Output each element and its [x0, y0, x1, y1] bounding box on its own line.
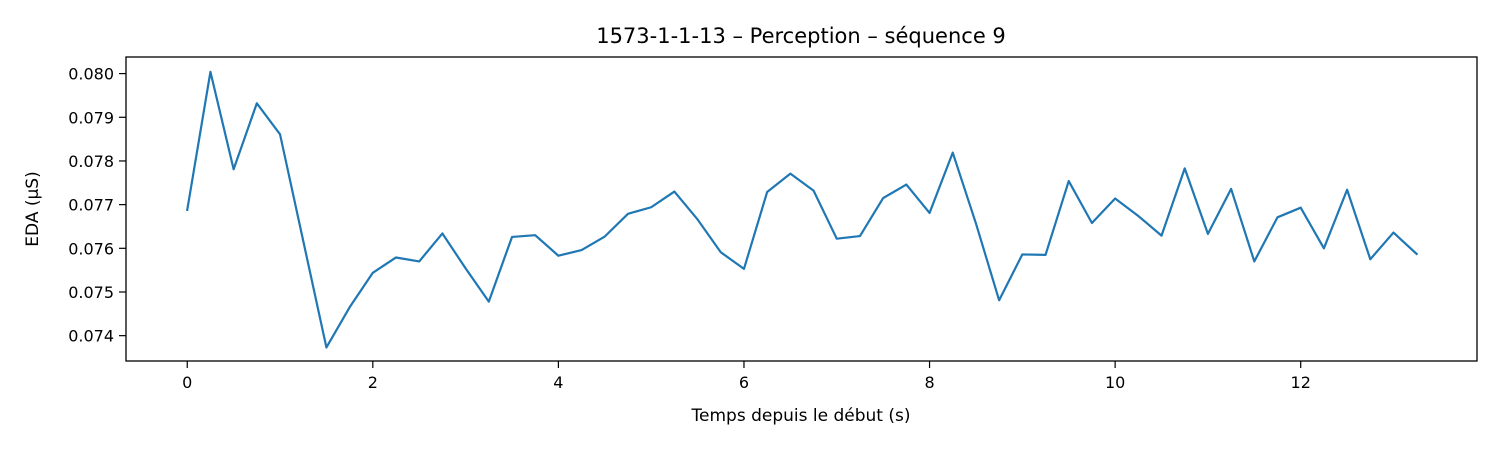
y-tick-label: 0.074: [68, 327, 114, 346]
x-tick-label: 8: [924, 373, 934, 392]
y-tick-label: 0.080: [68, 65, 114, 84]
series-layer: [185, 70, 1419, 349]
plot-area-frame: [125, 56, 1478, 362]
x-tick-label: 6: [739, 373, 749, 392]
y-axis: 0.074 0.075 0.076 0.077 0.078 0.079 0.080: [68, 65, 126, 346]
x-tick-label: 2: [368, 373, 378, 392]
x-tick-label: 4: [553, 373, 563, 392]
x-axis-label: Temps depuis le début (s): [691, 406, 911, 426]
x-tick-label: 0: [182, 373, 192, 392]
y-tick-label: 0.077: [68, 196, 114, 215]
y-tick-label: 0.076: [68, 239, 114, 258]
y-tick-label: 0.078: [68, 152, 114, 171]
y-tick-label: 0.079: [68, 108, 114, 127]
x-axis: 0 2 4 6 8 10 12: [182, 361, 1311, 392]
chart-title: 1573-1-1-13 – Perception – séquence 9: [596, 24, 1006, 48]
x-tick-label: 12: [1291, 373, 1311, 392]
y-tick-label: 0.075: [68, 283, 114, 302]
eda-series-line: [185, 70, 1419, 349]
x-tick-label: 10: [1105, 373, 1125, 392]
y-axis-label: EDA (µS): [23, 171, 43, 246]
